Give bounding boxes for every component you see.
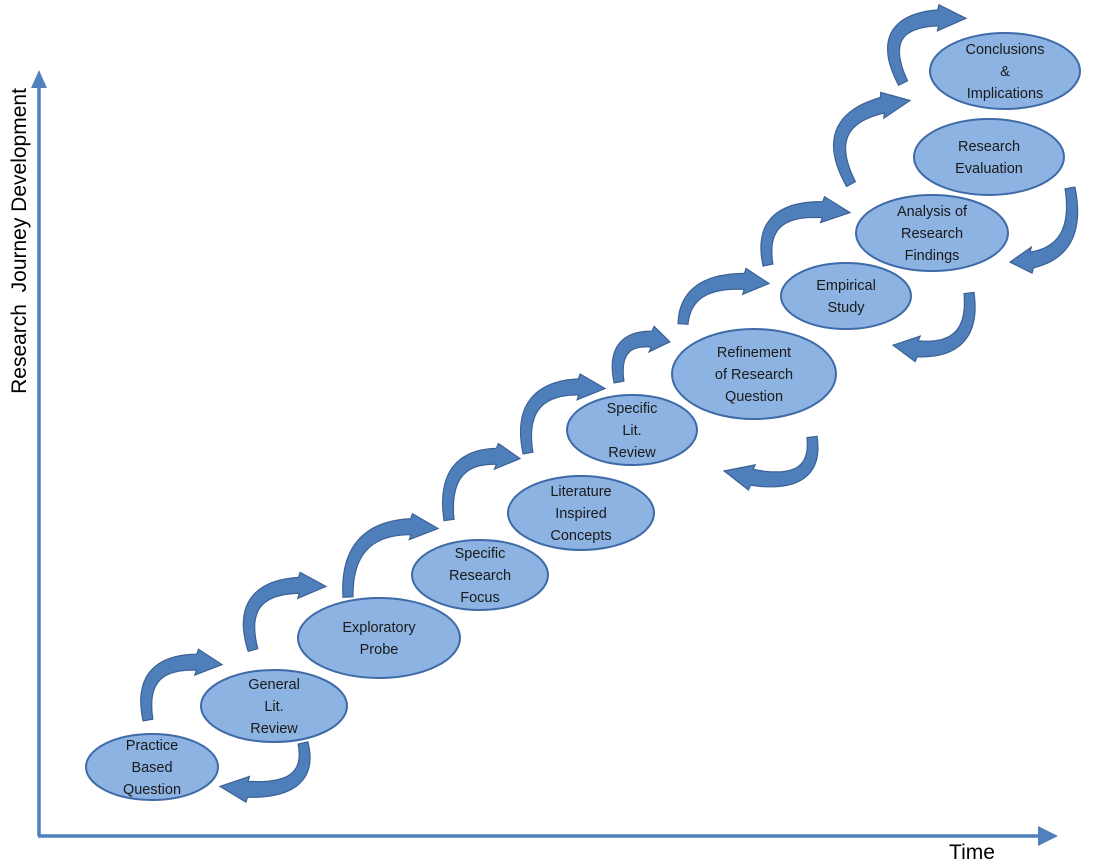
node-label-line: Implications — [967, 86, 1044, 102]
node-label-line: Review — [250, 721, 298, 737]
node-specific-lit-review: Specific Lit. Review — [566, 394, 698, 466]
node-label-line: Probe — [360, 642, 399, 658]
curved-arrow-icon — [760, 195, 852, 267]
x-axis-label: Time — [949, 841, 995, 863]
node-analysis-of-research-findings: Analysis of Research Findings — [855, 194, 1009, 272]
node-label-line: Lit. — [264, 699, 283, 715]
curved-arrow-icon — [242, 571, 328, 653]
node-general-lit-review: General Lit. Review — [200, 669, 348, 743]
node-ellipse — [855, 194, 1009, 272]
node-label-line: Question — [123, 782, 181, 798]
y-axis-arrowhead — [31, 70, 47, 88]
curved-arrow-icon — [722, 435, 819, 491]
node-label-line: of Research — [715, 367, 793, 383]
node-ellipse — [671, 328, 837, 420]
node-conclusions-implications: Conclusions & Implications — [929, 32, 1081, 110]
curved-arrows — [140, 4, 1079, 804]
node-label-line: Refinement — [717, 345, 791, 361]
node-empirical-study: Empirical Study — [780, 262, 912, 330]
node-label-line: Review — [608, 445, 656, 461]
node-ellipse — [913, 118, 1065, 196]
node-ellipse — [200, 669, 348, 743]
node-literature-inspired-concepts: Literature Inspired Concepts — [507, 475, 655, 551]
x-axis-arrowhead — [1038, 826, 1058, 846]
node-research-evaluation: Research Evaluation — [913, 118, 1065, 196]
node-label-line: Lit. — [622, 423, 641, 439]
node-label-line: Evaluation — [955, 161, 1023, 177]
node-label-line: Literature — [550, 484, 611, 500]
node-label-line: Specific — [607, 401, 658, 417]
node-label-line: Research — [958, 139, 1020, 155]
node-label-line: Question — [725, 389, 783, 405]
node-label-line: Practice — [126, 738, 178, 754]
curved-arrow-icon — [832, 91, 912, 188]
node-label-line: Based — [131, 760, 172, 776]
axes: Time Research Journey Development — [8, 70, 1058, 863]
node-ellipse — [929, 32, 1081, 110]
node-ellipse — [780, 262, 912, 330]
curved-arrow-icon — [140, 648, 224, 722]
node-label-line: Empirical — [816, 278, 876, 294]
node-label-line: Exploratory — [342, 620, 416, 636]
y-axis-label: Research Journey Development — [8, 88, 31, 394]
curved-arrow-icon — [218, 741, 311, 804]
curved-arrow-icon — [677, 267, 771, 325]
curved-arrow-icon — [342, 512, 440, 598]
curved-arrow-icon — [1008, 186, 1079, 274]
node-label-line: General — [248, 677, 300, 693]
node-label-line: Research — [449, 568, 511, 584]
process-nodes: Practice Based Question General Lit. Review Ex… — [85, 32, 1081, 801]
node-label-line: Concepts — [550, 528, 611, 544]
curved-arrow-icon — [891, 291, 976, 363]
node-label-line: Research — [901, 226, 963, 242]
node-label-line: Findings — [905, 248, 960, 264]
node-refinement-of-research-question: Refinement of Research Question — [671, 328, 837, 420]
node-ellipse — [411, 539, 549, 611]
node-practice-based-question: Practice Based Question — [85, 733, 219, 801]
node-specific-research-focus: Specific Research Focus — [411, 539, 549, 611]
node-label-line: Specific — [455, 546, 506, 562]
node-label-line: Inspired — [555, 506, 607, 522]
node-ellipse — [85, 733, 219, 801]
curved-arrow-icon — [441, 442, 522, 522]
node-label-line: Analysis of — [897, 204, 968, 220]
node-label-line: & — [1000, 64, 1010, 80]
node-ellipse — [566, 394, 698, 466]
curved-arrow-icon — [611, 325, 671, 384]
node-ellipse — [507, 475, 655, 551]
node-label-line: Focus — [460, 590, 500, 606]
node-label-line: Conclusions — [966, 42, 1045, 58]
curved-arrow-icon — [886, 4, 968, 87]
node-exploratory-probe: Exploratory Probe — [297, 597, 461, 679]
curved-arrow-icon — [519, 373, 607, 455]
node-label-line: Study — [827, 300, 865, 316]
node-ellipse — [297, 597, 461, 679]
